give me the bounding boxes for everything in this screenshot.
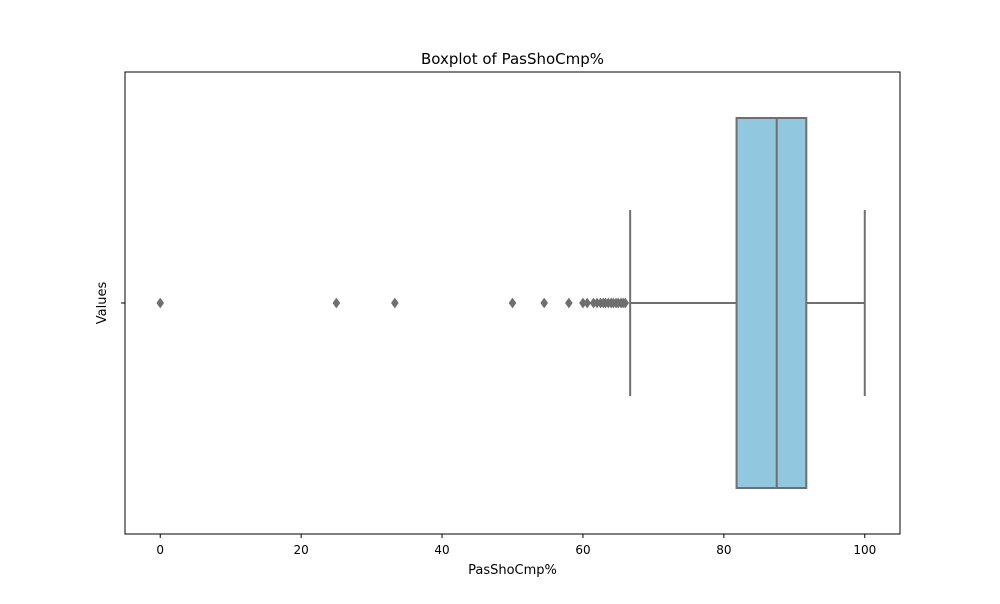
x-tick-label: 100 (853, 543, 876, 557)
outlier-point (621, 297, 630, 309)
x-tick-label: 20 (293, 543, 308, 557)
outlier-point (565, 297, 573, 309)
x-axis: 0 20 40 60 80 100 (156, 534, 876, 557)
chart-title: Boxplot of PasShoCmp% (421, 50, 604, 68)
y-axis-label: Values (95, 282, 110, 325)
plot-area (156, 117, 866, 489)
x-tick-label: 80 (716, 543, 731, 557)
outlier-point (508, 297, 517, 309)
x-axis-label: PasShoCmp% (468, 563, 557, 578)
iqr-box (735, 117, 808, 489)
outlier-point (391, 297, 399, 309)
outlier-point (156, 297, 165, 309)
outlier-point (332, 297, 341, 309)
x-tick-label: 40 (434, 543, 449, 557)
outlier-point (540, 297, 549, 309)
x-tick-label: 60 (575, 543, 590, 557)
outlier-point (583, 297, 591, 309)
x-tick-label: 0 (156, 543, 164, 557)
